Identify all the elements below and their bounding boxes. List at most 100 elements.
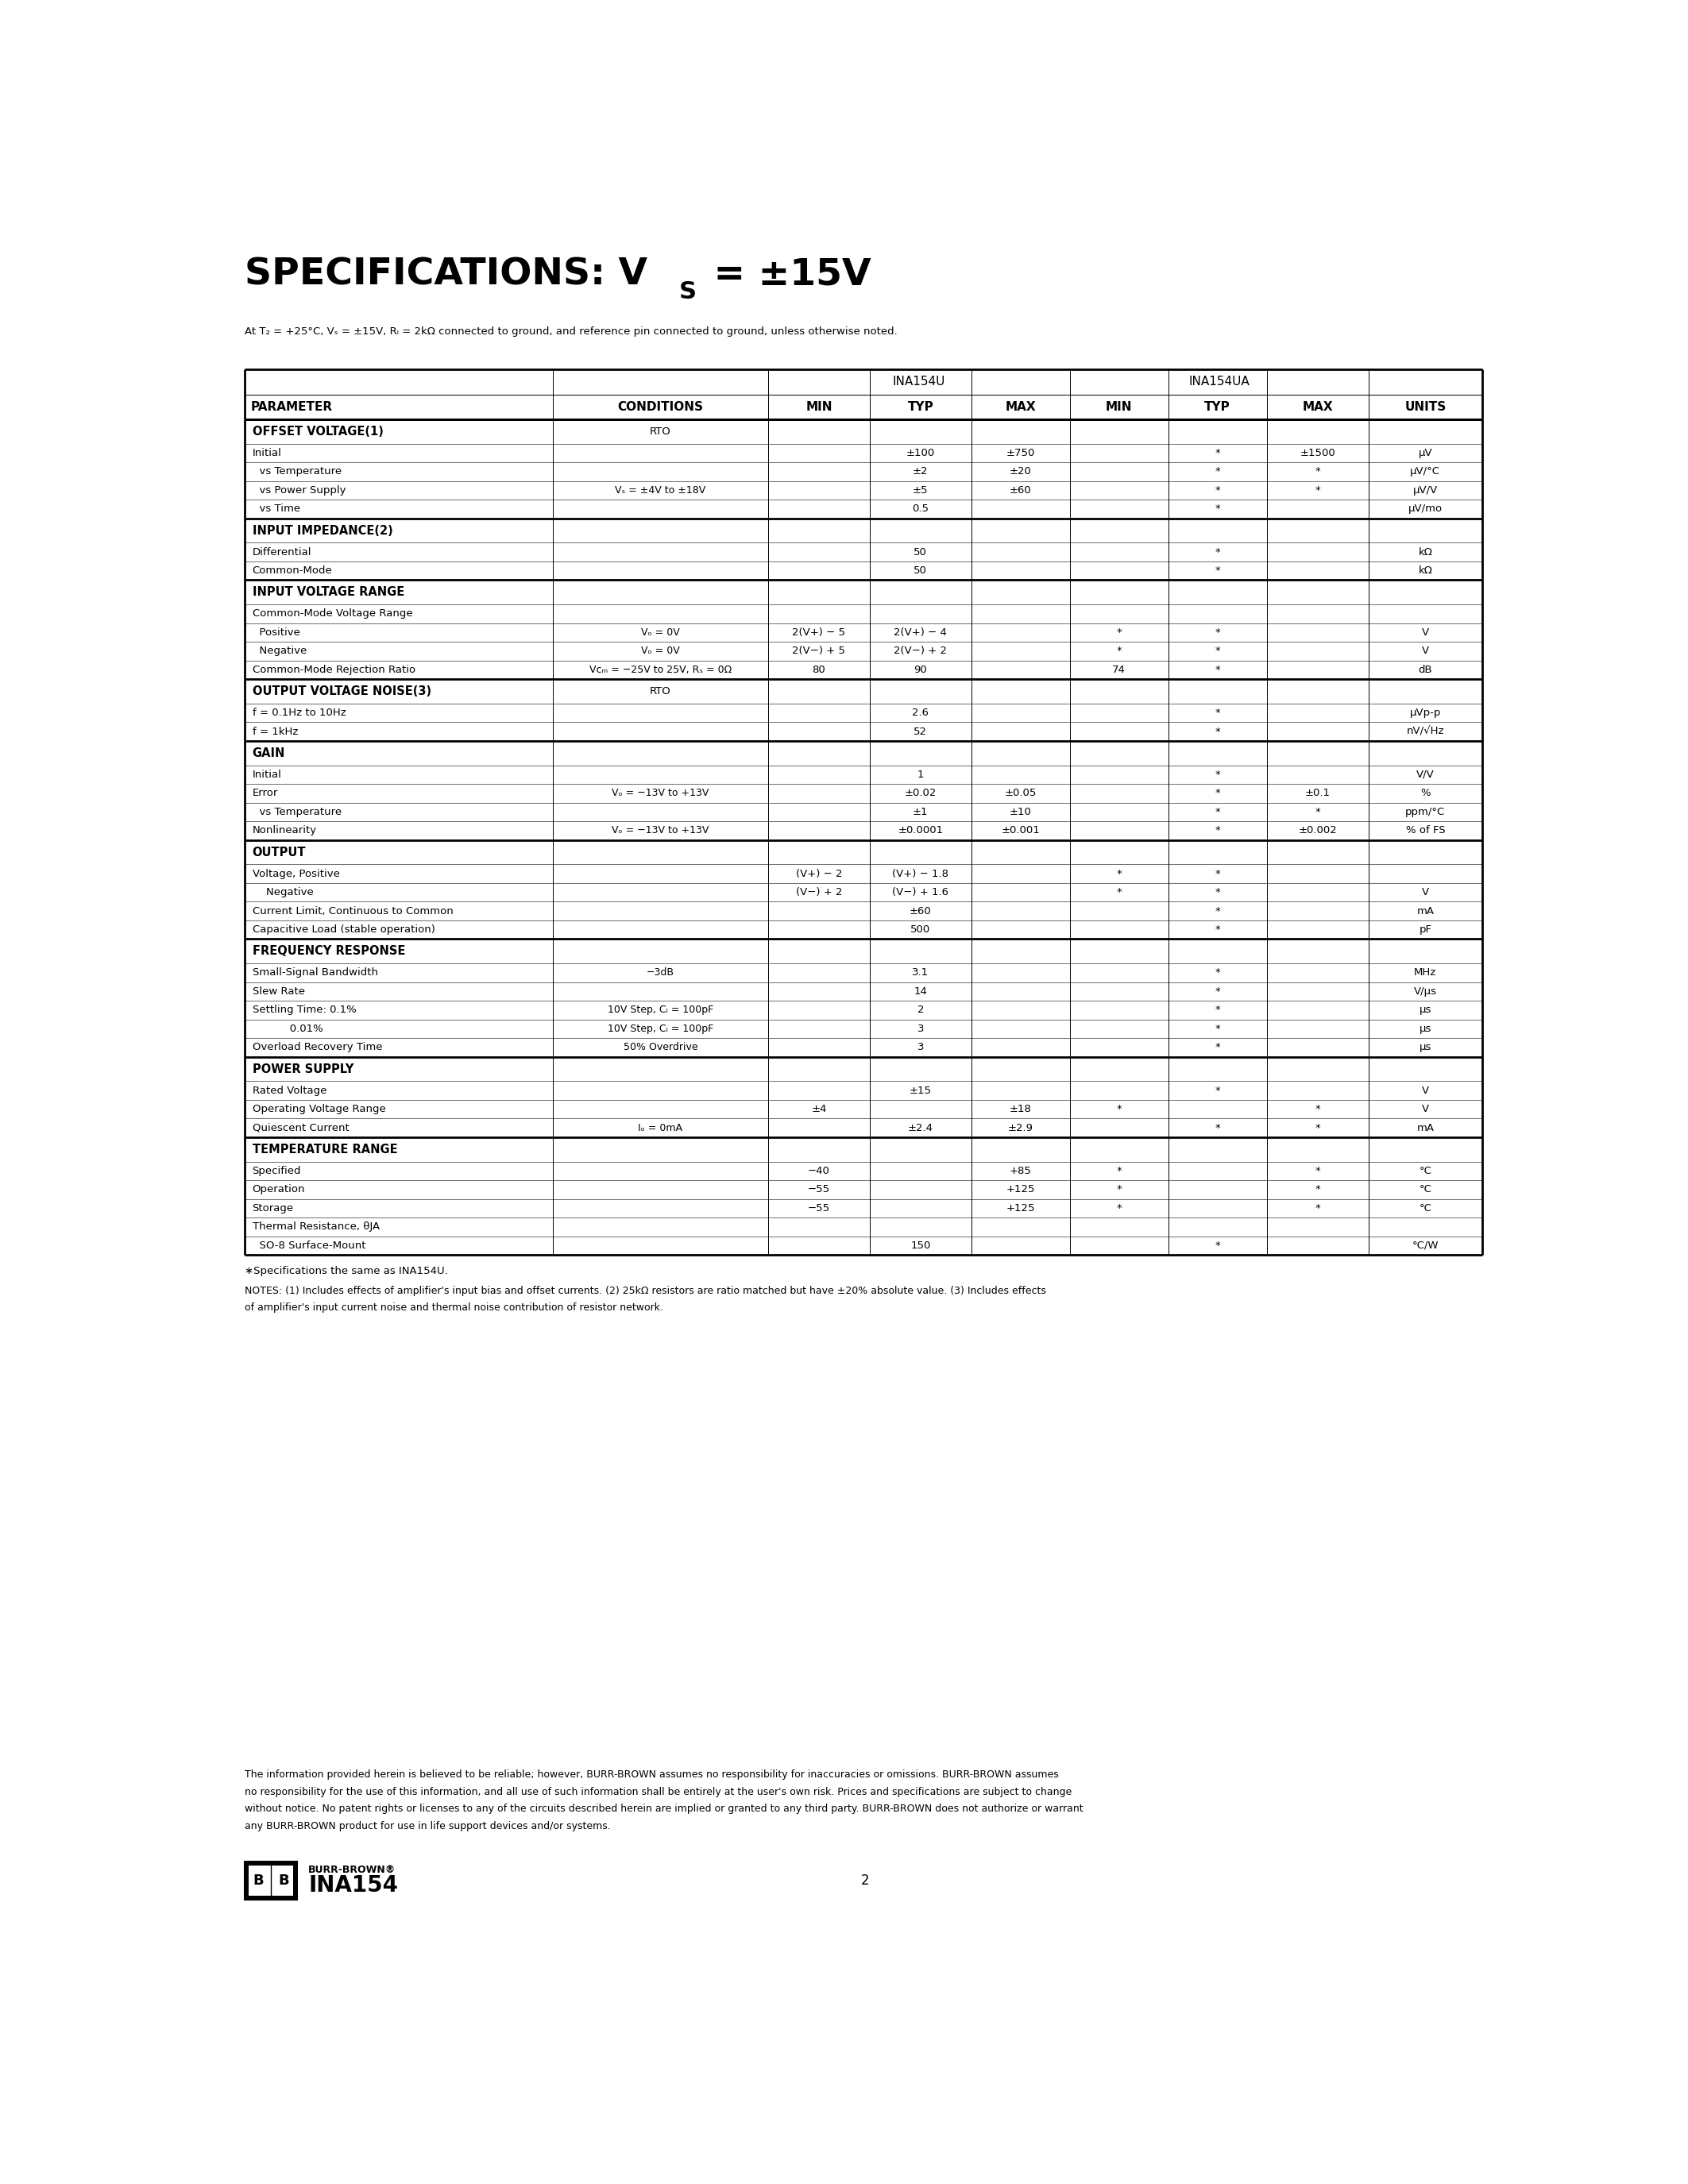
Text: *: * — [1215, 887, 1220, 898]
Text: mA: mA — [1416, 1123, 1435, 1133]
Text: V: V — [1421, 646, 1430, 657]
Text: Vₒ = −13V to +13V: Vₒ = −13V to +13V — [611, 788, 709, 799]
Text: At T₂ = +25°C, Vₛ = ±15V, Rₗ = 2kΩ connected to ground, and reference pin connec: At T₂ = +25°C, Vₛ = ±15V, Rₗ = 2kΩ conne… — [245, 325, 898, 336]
Text: *: * — [1215, 664, 1220, 675]
Text: −3dB: −3dB — [647, 968, 674, 978]
Text: ±10: ±10 — [1009, 806, 1031, 817]
Text: Positive: Positive — [252, 627, 300, 638]
Text: (V+) − 1.8: (V+) − 1.8 — [893, 869, 949, 878]
Text: *: * — [1315, 1166, 1320, 1177]
Text: MIN: MIN — [805, 402, 832, 413]
Text: *: * — [1116, 1166, 1123, 1177]
Text: *: * — [1215, 1005, 1220, 1016]
Text: ±0.05: ±0.05 — [1004, 788, 1036, 799]
Text: vs Power Supply: vs Power Supply — [252, 485, 346, 496]
Text: Storage: Storage — [252, 1203, 294, 1214]
Text: μs: μs — [1420, 1005, 1431, 1016]
Text: V/V: V/V — [1416, 769, 1435, 780]
Text: ±2: ±2 — [913, 467, 928, 476]
Text: Current Limit, Continuous to Common: Current Limit, Continuous to Common — [252, 906, 452, 917]
Text: kΩ: kΩ — [1418, 566, 1433, 577]
Text: *: * — [1215, 1241, 1220, 1251]
Text: *: * — [1215, 869, 1220, 878]
Text: 10V Step, Cₗ = 100pF: 10V Step, Cₗ = 100pF — [608, 1005, 714, 1016]
Text: Initial: Initial — [252, 448, 282, 459]
Text: 80: 80 — [812, 664, 825, 675]
Text: S: S — [679, 280, 697, 304]
Text: °C: °C — [1420, 1166, 1431, 1177]
Text: −55: −55 — [809, 1203, 830, 1214]
Text: *: * — [1215, 708, 1220, 719]
Text: RTO: RTO — [650, 426, 672, 437]
Text: *: * — [1116, 869, 1123, 878]
Text: −55: −55 — [809, 1184, 830, 1195]
Text: ±4: ±4 — [812, 1105, 827, 1114]
Text: TYP: TYP — [908, 402, 933, 413]
Text: OUTPUT: OUTPUT — [252, 845, 306, 858]
Text: ±1: ±1 — [913, 806, 928, 817]
Text: Overload Recovery Time: Overload Recovery Time — [252, 1042, 381, 1053]
Text: dB: dB — [1418, 664, 1433, 675]
Text: The information provided herein is believed to be reliable; however, BURR-BROWN : The information provided herein is belie… — [245, 1769, 1058, 1780]
Text: INA154UA: INA154UA — [1188, 376, 1249, 389]
Text: f = 1kHz: f = 1kHz — [252, 727, 297, 736]
Text: Negative: Negative — [252, 646, 307, 657]
Text: 3: 3 — [917, 1042, 923, 1053]
Text: μV/mo: μV/mo — [1408, 505, 1443, 513]
Text: ±0.002: ±0.002 — [1298, 826, 1337, 836]
Text: Vₛ = ±4V to ±18V: Vₛ = ±4V to ±18V — [614, 485, 706, 496]
Text: TEMPERATURE RANGE: TEMPERATURE RANGE — [252, 1144, 397, 1155]
Text: 50% Overdrive: 50% Overdrive — [623, 1042, 697, 1053]
Text: 150: 150 — [910, 1241, 930, 1251]
Text: POWER SUPPLY: POWER SUPPLY — [252, 1064, 353, 1075]
Text: MHz: MHz — [1415, 968, 1436, 978]
Text: *: * — [1116, 887, 1123, 898]
Text: *: * — [1215, 1024, 1220, 1033]
Text: *: * — [1116, 646, 1123, 657]
Text: °C/W: °C/W — [1411, 1241, 1438, 1251]
Text: 2: 2 — [861, 1874, 869, 1887]
Text: 50: 50 — [913, 546, 927, 557]
Text: *: * — [1315, 1184, 1320, 1195]
Text: Negative: Negative — [252, 887, 314, 898]
Text: Quiescent Current: Quiescent Current — [252, 1123, 349, 1133]
Text: *: * — [1215, 627, 1220, 638]
Text: *: * — [1315, 485, 1320, 496]
Text: Iₒ = 0mA: Iₒ = 0mA — [638, 1123, 682, 1133]
Text: *: * — [1315, 1105, 1320, 1114]
Text: °C: °C — [1420, 1203, 1431, 1214]
Text: mA: mA — [1416, 906, 1435, 917]
Text: *: * — [1215, 546, 1220, 557]
Text: pF: pF — [1420, 924, 1431, 935]
Text: °C: °C — [1420, 1184, 1431, 1195]
Text: Vₒ = 0V: Vₒ = 0V — [641, 646, 680, 657]
Text: vs Temperature: vs Temperature — [252, 806, 341, 817]
Text: GAIN: GAIN — [252, 747, 285, 760]
Text: 0.01%: 0.01% — [252, 1024, 322, 1033]
Text: (V−) + 2: (V−) + 2 — [795, 887, 842, 898]
Text: MAX: MAX — [1006, 402, 1036, 413]
Text: *: * — [1116, 1203, 1123, 1214]
Text: *: * — [1215, 769, 1220, 780]
Text: NOTES: (1) Includes effects of amplifier's input bias and offset currents. (2) 2: NOTES: (1) Includes effects of amplifier… — [245, 1286, 1047, 1295]
Text: Nonlinearity: Nonlinearity — [252, 826, 317, 836]
Bar — [248, 1865, 294, 1896]
Text: OFFSET VOLTAGE(1): OFFSET VOLTAGE(1) — [252, 426, 383, 437]
Text: V/μs: V/μs — [1415, 987, 1436, 996]
Text: −40: −40 — [809, 1166, 830, 1177]
Text: μs: μs — [1420, 1024, 1431, 1033]
Text: Thermal Resistance, θJA: Thermal Resistance, θJA — [252, 1221, 380, 1232]
Text: *: * — [1215, 788, 1220, 799]
Text: OUTPUT VOLTAGE NOISE(3): OUTPUT VOLTAGE NOISE(3) — [252, 686, 430, 697]
Text: (V+) − 2: (V+) − 2 — [795, 869, 842, 878]
Text: ±0.001: ±0.001 — [1001, 826, 1040, 836]
Text: Operating Voltage Range: Operating Voltage Range — [252, 1105, 385, 1114]
Text: ±0.1: ±0.1 — [1305, 788, 1330, 799]
Text: Vᴄₘ = −25V to 25V, Rₛ = 0Ω: Vᴄₘ = −25V to 25V, Rₛ = 0Ω — [589, 664, 731, 675]
Text: ±0.02: ±0.02 — [905, 788, 937, 799]
Text: +125: +125 — [1006, 1184, 1035, 1195]
Text: RTO: RTO — [650, 686, 672, 697]
Text: μV/°C: μV/°C — [1409, 467, 1440, 476]
Text: 2(V−) + 2: 2(V−) + 2 — [895, 646, 947, 657]
Text: ±2.4: ±2.4 — [908, 1123, 933, 1133]
